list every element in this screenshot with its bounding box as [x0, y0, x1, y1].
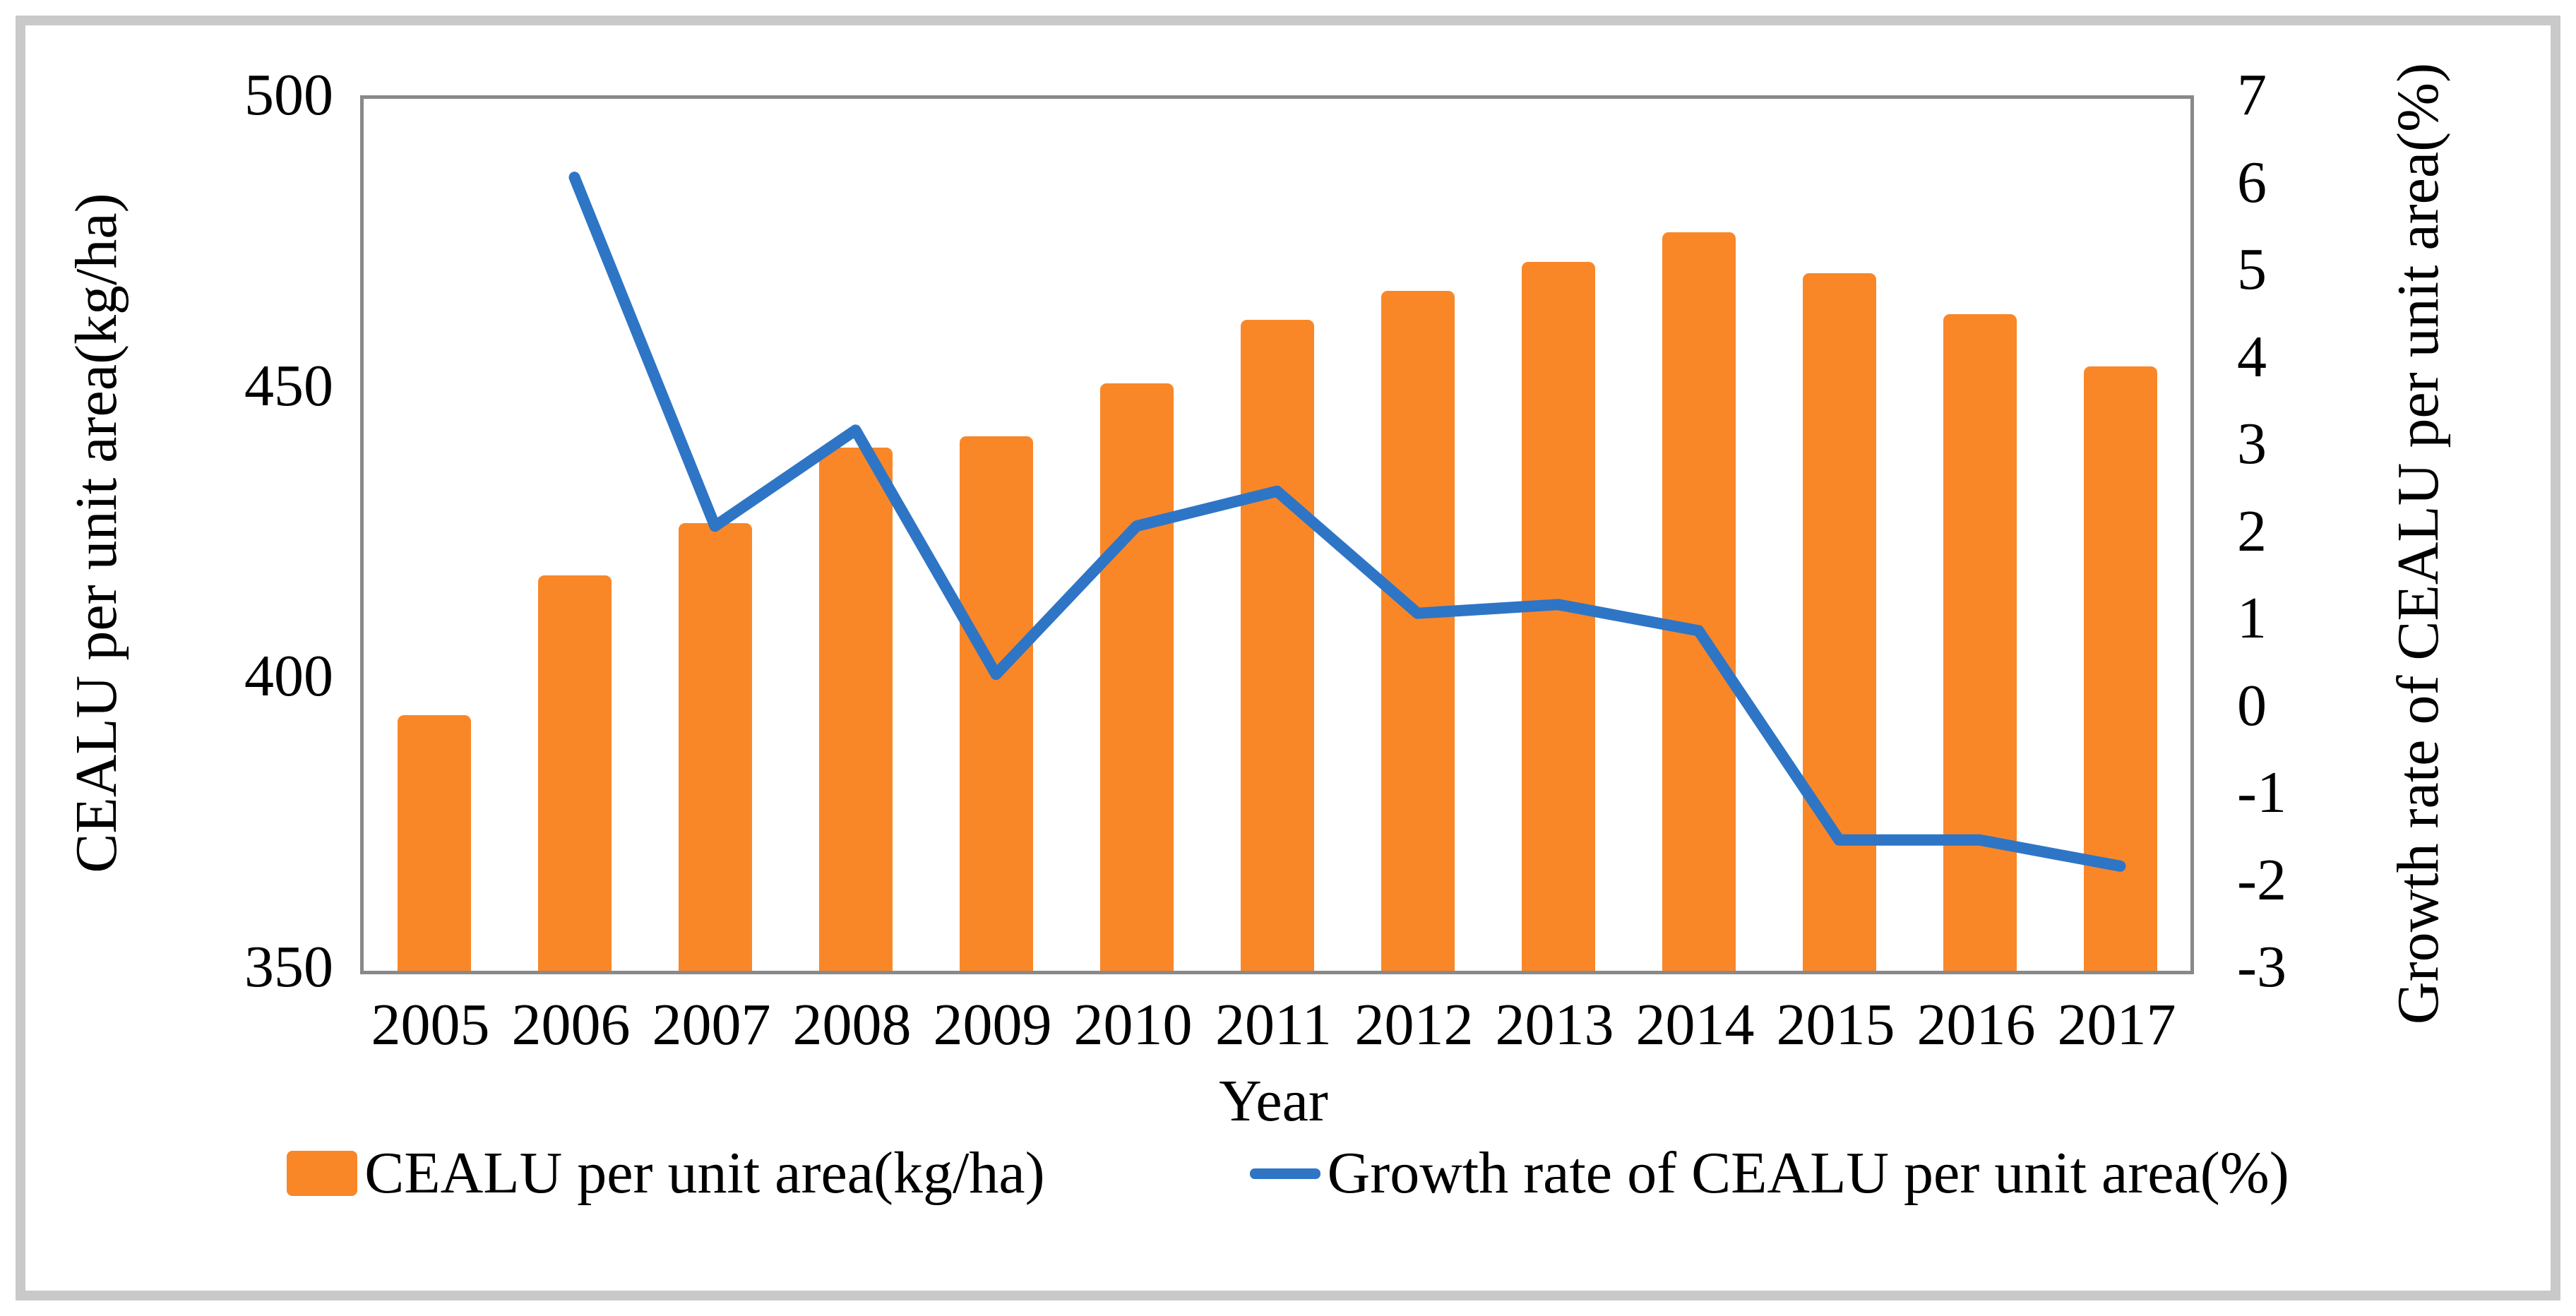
x-label-2006: 2006	[511, 992, 631, 1058]
x-label-2014: 2014	[1635, 992, 1755, 1058]
growth-line-series	[568, 172, 2126, 872]
bar-2010	[1099, 383, 1174, 971]
growth-line-path	[568, 172, 2126, 872]
x-label-2011: 2011	[1215, 992, 1332, 1058]
left-tick-400: 400	[244, 643, 333, 710]
x-label-2008: 2008	[792, 992, 912, 1058]
right-tick--3: -3	[2237, 934, 2286, 1000]
right-tick-3: 3	[2237, 411, 2267, 477]
right-tick-2: 2	[2237, 498, 2267, 564]
bar-2012	[1381, 290, 1455, 971]
left-tick-350: 350	[244, 934, 333, 1000]
bar-2008	[818, 448, 893, 971]
legend-label-line: Growth rate of CEALU per unit area(%)	[1327, 1140, 2289, 1206]
bar-2014	[1662, 232, 1736, 971]
x-label-2012: 2012	[1354, 992, 1474, 1058]
bar-legend-swatch-icon	[287, 1151, 358, 1196]
x-label-2015: 2015	[1776, 992, 1895, 1058]
bar-2016	[1943, 313, 2017, 971]
bar-2013	[1521, 261, 1595, 971]
left-tick-500: 500	[244, 62, 333, 128]
line-legend-swatch-icon	[1249, 1168, 1320, 1179]
right-tick-7: 7	[2237, 62, 2267, 128]
legend-item-bar: CEALU per unit area(kg/ha)	[287, 1138, 1045, 1209]
right-tick-6: 6	[2237, 149, 2267, 215]
legend-label-bar: CEALU per unit area(kg/ha)	[364, 1140, 1045, 1206]
x-label-2017: 2017	[2057, 992, 2176, 1058]
bar-2006	[537, 575, 612, 971]
right-tick-1: 1	[2237, 585, 2267, 651]
x-label-2005: 2005	[371, 992, 490, 1058]
bar-2009	[959, 436, 1033, 971]
right-tick-0: 0	[2237, 672, 2267, 738]
x-label-2007: 2007	[652, 992, 771, 1058]
bar-2011	[1240, 319, 1314, 971]
bar-2015	[1802, 273, 1876, 971]
legend: CEALU per unit area(kg/ha) Growth rate o…	[0, 1138, 2576, 1209]
x-label-2016: 2016	[1916, 992, 2036, 1058]
right-axis-title: Growth rate of CEALU per unit area(%)	[2385, 62, 2451, 1025]
right-tick--2: -2	[2237, 847, 2286, 913]
x-label-2010: 2010	[1073, 992, 1193, 1058]
legend-item-line: Growth rate of CEALU per unit area(%)	[1249, 1138, 2289, 1209]
bar-2007	[678, 523, 752, 971]
x-label-2009: 2009	[933, 992, 1052, 1058]
x-axis-title: Year	[1219, 1068, 1328, 1134]
left-axis-title: CEALU per unit area(kg/ha)	[64, 193, 129, 873]
bar-2005	[397, 714, 471, 971]
plot-area	[360, 95, 2194, 974]
x-label-2013: 2013	[1495, 992, 1614, 1058]
left-tick-450: 450	[244, 352, 333, 419]
right-tick-4: 4	[2237, 323, 2267, 390]
right-tick--1: -1	[2237, 760, 2286, 825]
right-tick-5: 5	[2237, 237, 2267, 302]
